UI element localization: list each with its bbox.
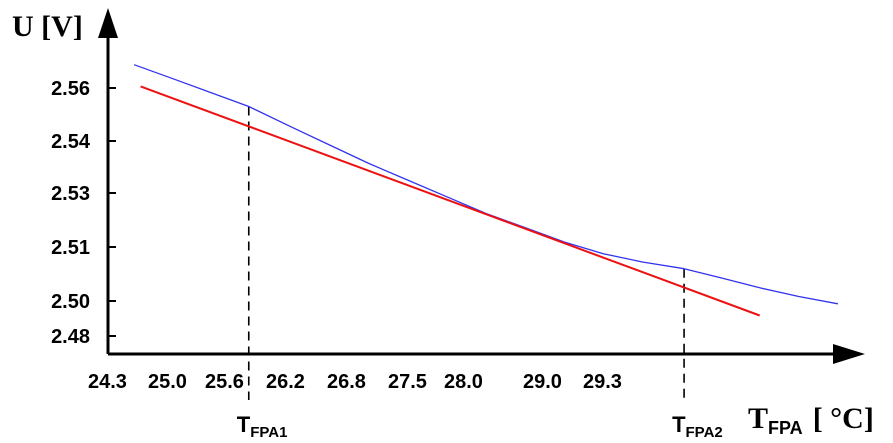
marker-label-sub: FPA1 xyxy=(250,424,287,441)
x-axis-label-main: T xyxy=(748,402,768,435)
x-tick-label: 29.3 xyxy=(583,371,622,393)
marker-label-main: T xyxy=(672,412,686,437)
y-tick-label: 2.53 xyxy=(51,183,90,205)
measured-curve xyxy=(133,64,839,305)
y-tick-label: 2.50 xyxy=(51,291,90,313)
x-axis-label: TFPA [ °C] xyxy=(748,402,874,438)
y-tick-label: 2.56 xyxy=(51,78,90,100)
series xyxy=(133,64,839,317)
y-axis-arrow xyxy=(98,8,118,38)
x-tick-label: 26.8 xyxy=(327,371,366,393)
y-axis-label: U [V] xyxy=(12,10,83,43)
marker-label-sub: FPA2 xyxy=(686,424,723,441)
axes xyxy=(98,8,865,364)
marker-label-2: TFPA2 xyxy=(672,412,723,441)
y-ticks: 2.56 2.54 2.53 2.51 2.50 2.48 xyxy=(51,78,116,348)
x-axis-arrow xyxy=(833,344,865,364)
x-tick-label: 24.3 xyxy=(88,371,127,393)
x-tick-label: 25.6 xyxy=(205,371,244,393)
x-axis-label-sub: FPA xyxy=(768,418,803,438)
y-tick-label: 2.48 xyxy=(51,326,90,348)
marker-label-1: TFPA1 xyxy=(237,412,288,441)
y-tick-label: 2.54 xyxy=(51,131,91,153)
y-tick-label: 2.51 xyxy=(51,237,90,259)
x-tick-label: 26.2 xyxy=(266,371,305,393)
x-tick-label: 25.0 xyxy=(148,371,187,393)
x-tick-label: 27.5 xyxy=(388,371,427,393)
markers: TFPA1 TFPA2 xyxy=(237,106,723,441)
marker-label-main: T xyxy=(237,412,251,437)
x-tick-label: 29.0 xyxy=(523,371,562,393)
x-ticks: 24.3 25.0 25.6 26.2 26.8 27.5 28.0 29.0 29.3 xyxy=(88,371,622,393)
x-axis-label-unit: [ °C] xyxy=(813,402,874,435)
x-tick-label: 28.0 xyxy=(444,371,483,393)
linear-fit-line xyxy=(140,85,761,317)
